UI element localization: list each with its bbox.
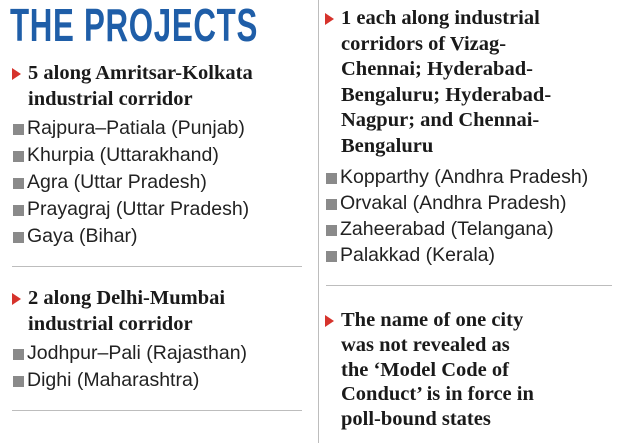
- list-item: Orvakal (Andhra Pradesh): [340, 192, 567, 214]
- section-heading: corridors of Vizag-: [341, 32, 507, 55]
- list-item: Prayagraj (Uttar Pradesh): [27, 198, 250, 220]
- section-heading: industrial corridor: [28, 88, 193, 110]
- marker: [12, 293, 21, 305]
- marker: [325, 13, 334, 25]
- bullet: [326, 251, 337, 262]
- section-heading: industrial corridor: [28, 313, 193, 335]
- section-heading: Chennai; Hyderabad-: [341, 58, 533, 81]
- list-item: Gaya (Bihar): [27, 225, 138, 247]
- section-heading: was not revealed as: [341, 333, 510, 356]
- list-item: Zaheerabad (Telangana): [340, 218, 554, 240]
- list-item: Agra (Uttar Pradesh): [27, 171, 207, 193]
- section-heading: The name of one city: [341, 309, 524, 331]
- section-heading: 2 along Delhi-Mumbai: [28, 287, 226, 309]
- bullet: [13, 178, 24, 189]
- list-item: Palakkad (Kerala): [340, 244, 495, 266]
- bullet: [13, 232, 24, 243]
- list-item: Khurpia (Uttarakhand): [27, 144, 219, 166]
- bullet: [13, 151, 24, 162]
- bullet: [13, 376, 24, 387]
- list-item: Dighi (Maharashtra): [27, 369, 200, 391]
- rule: [326, 285, 612, 286]
- section-heading: 1 each along industrial: [341, 7, 540, 29]
- section-heading: Bengaluru; Hyderabad-: [341, 83, 552, 106]
- section-heading: Nagpur; and Chennai-: [341, 109, 540, 132]
- bullet: [13, 349, 24, 360]
- rule: [12, 410, 302, 411]
- divider: [318, 0, 319, 443]
- bullet: [326, 225, 337, 236]
- list-item: Rajpura–Patiala (Punjab): [27, 117, 245, 139]
- section-heading: Conduct’ is in force in: [341, 383, 534, 406]
- list-item: Jodhpur–Pali (Rajasthan): [27, 342, 248, 364]
- bullet: [326, 173, 337, 184]
- section-heading: 5 along Amritsar-Kolkata: [28, 62, 253, 84]
- bullet: [13, 124, 24, 135]
- rule: [12, 266, 302, 267]
- marker: [12, 68, 21, 80]
- title: THE PROJECTS: [10, 0, 259, 51]
- section-heading: Bengaluru: [341, 135, 434, 157]
- list-item: Kopparthy (Andhra Pradesh): [340, 166, 589, 188]
- bullet: [13, 205, 24, 216]
- section-heading: the ‘Model Code of: [341, 358, 509, 381]
- marker: [325, 315, 334, 327]
- section-heading: poll-bound states: [341, 408, 491, 431]
- bullet: [326, 199, 337, 210]
